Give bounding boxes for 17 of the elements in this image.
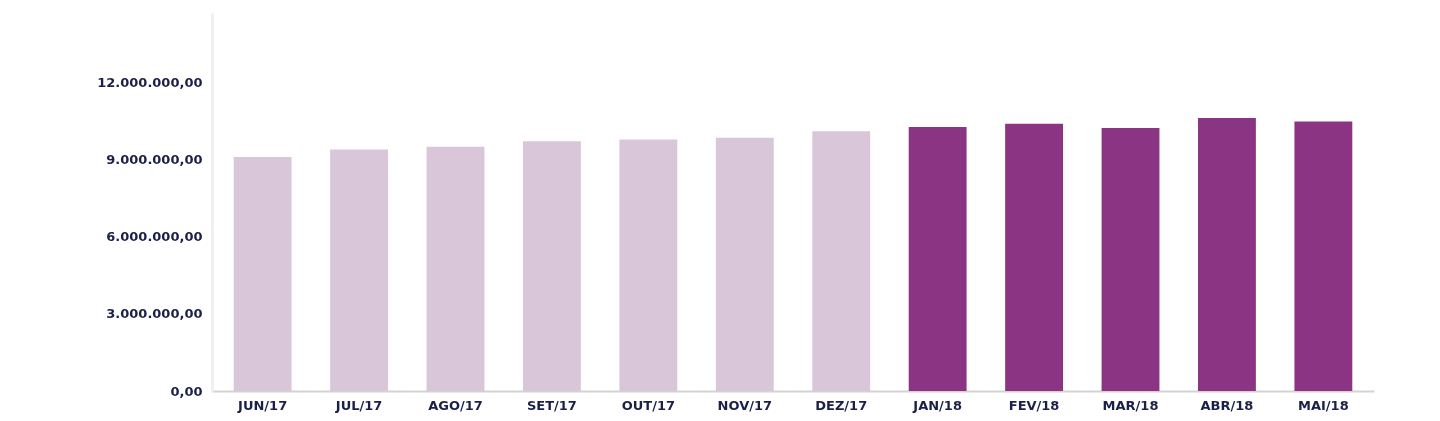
y-tick-label: 0,00	[170, 383, 203, 399]
x-tick-label: JAN/18	[912, 397, 962, 413]
x-tick-label: AGO/17	[428, 397, 483, 413]
y-tick-label: 3.000.000,00	[106, 306, 203, 322]
x-tick-label: SET/17	[526, 397, 577, 413]
x-tick-label: FEV/18	[1008, 397, 1060, 413]
x-tick-label: DEZ/17	[815, 397, 868, 413]
x-tick-label: NOV/17	[717, 397, 773, 413]
y-tick-label: 6.000.000,00	[106, 229, 203, 245]
x-tick-label: JUL/17	[334, 397, 383, 413]
x-tick-label: MAI/18	[1298, 397, 1349, 413]
x-tick-label: ABR/18	[1200, 397, 1254, 413]
x-tick-label: JUN/17	[237, 397, 288, 413]
x-tick-label: OUT/17	[621, 397, 676, 413]
y-tick-label: 12.000.000,00	[97, 74, 203, 90]
x-tick-label: MAR/18	[1102, 397, 1159, 413]
y-tick-label: 9.000.000,00	[106, 152, 203, 168]
